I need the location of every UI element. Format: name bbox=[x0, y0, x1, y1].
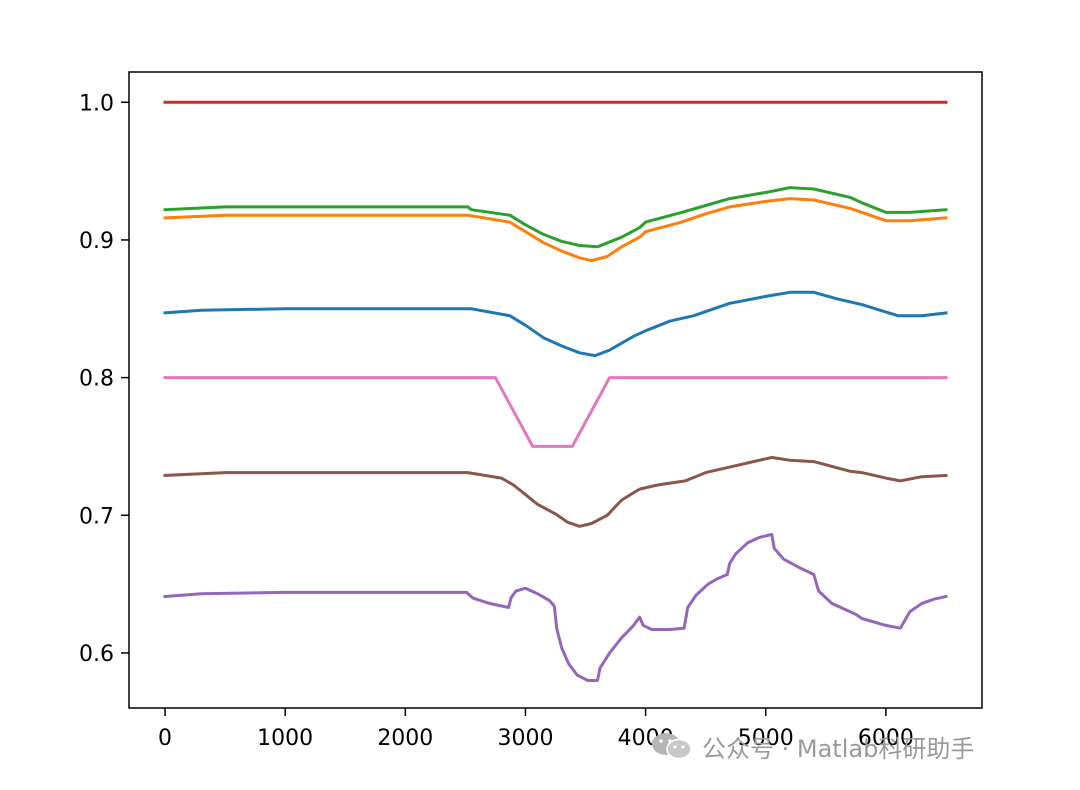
watermark: 公众号 · Matlab科研助手 bbox=[650, 728, 974, 764]
plot-frame bbox=[128, 71, 983, 709]
series-line-2 bbox=[163, 186, 948, 249]
series-line-6 bbox=[163, 456, 948, 528]
y-tick-label: 0.9 bbox=[79, 229, 114, 254]
series-line-5 bbox=[163, 376, 948, 448]
x-tick-label: 0 bbox=[158, 726, 172, 751]
x-tick-label: 3000 bbox=[497, 726, 553, 751]
series-line-4 bbox=[163, 290, 948, 358]
y-tick-label: 0.6 bbox=[79, 642, 114, 667]
series-layer bbox=[163, 100, 948, 682]
series-line-3 bbox=[163, 197, 948, 263]
watermark-text: 公众号 · Matlab科研助手 bbox=[702, 734, 975, 763]
x-tick-label: 2000 bbox=[377, 726, 433, 751]
y-tick-label: 0.8 bbox=[79, 367, 114, 392]
x-tick-label: 1000 bbox=[257, 726, 313, 751]
wechat-icon bbox=[652, 733, 692, 760]
series-line-7 bbox=[163, 533, 948, 682]
y-tick-label: 1.0 bbox=[79, 91, 114, 116]
x-tick-label: 6000 bbox=[858, 726, 914, 751]
y-tick-label: 0.7 bbox=[79, 504, 114, 529]
x-tick-label: 5000 bbox=[738, 726, 794, 751]
